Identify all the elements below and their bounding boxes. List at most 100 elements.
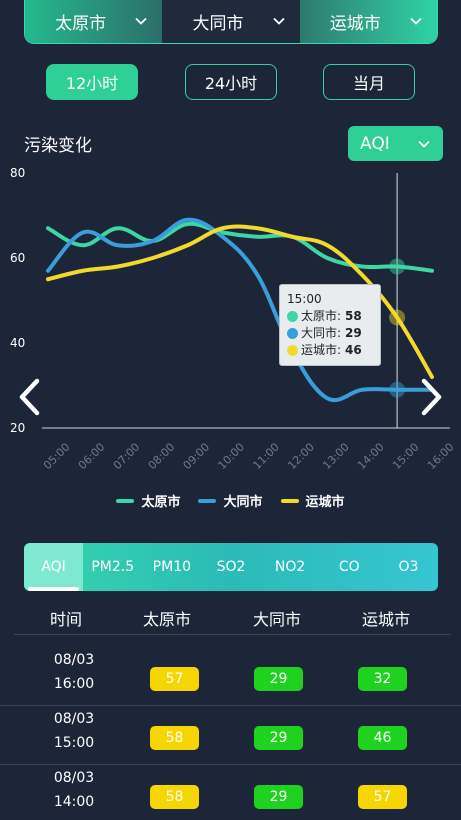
tooltip-row: 太原市: 58 [287, 308, 373, 325]
tooltip-series-name: 太原市: [301, 309, 342, 323]
tab-o3[interactable]: O3 [398, 559, 419, 575]
row-time: 08/03 16:00 [42, 648, 106, 696]
x-tick-label: 11:00 [250, 441, 282, 473]
legend-item[interactable]: 运城市 [280, 491, 345, 510]
x-tick-label: 12:00 [285, 441, 317, 473]
tooltip-value: 58 [345, 309, 362, 323]
y-tick-label: 80 [10, 166, 25, 180]
legend-label: 大同市 [223, 495, 263, 510]
legend-swatch [280, 498, 299, 503]
header-divider [14, 634, 451, 635]
x-tick-label: 08:00 [146, 441, 178, 473]
x-tick-label: 13:00 [320, 441, 352, 473]
series-dot [287, 311, 298, 322]
range-12h-button[interactable]: 12小时 [46, 64, 138, 100]
column-header-time: 时间 [50, 610, 83, 629]
tab-pm25[interactable]: PM2.5 [91, 559, 135, 575]
chart-legend: 太原市 大同市 运城市 [0, 491, 461, 510]
y-tick-label: 40 [10, 336, 25, 350]
tab-pm10[interactable]: PM10 [152, 559, 192, 575]
pollutant-tabs: AQI PM2.5 PM10 SO2 NO2 CO O3 [24, 543, 438, 591]
legend-label: 太原市 [141, 495, 181, 510]
column-header-yuncheng: 运城市 [362, 610, 411, 629]
chevron-down-icon [135, 17, 147, 25]
legend-label: 运城市 [305, 495, 345, 510]
aqi-badge: 29 [254, 726, 303, 750]
tooltip-row: 运城市: 46 [287, 342, 373, 359]
cursor-point [389, 309, 406, 326]
city-label: 大同市 [192, 14, 244, 34]
series-line-3 [46, 224, 434, 379]
series-line-2 [46, 217, 434, 403]
row-hour: 16:00 [53, 676, 95, 692]
chart-tooltip: 15:00 太原市: 58 大同市: 29 运城市: 46 [279, 284, 381, 366]
legend-item[interactable]: 太原市 [116, 491, 180, 510]
city-select-taiyuan[interactable]: 太原市 [25, 0, 163, 43]
row-hour: 15:00 [53, 735, 95, 751]
section-title: 污染变化 [24, 136, 92, 156]
row-date: 08/03 [53, 770, 95, 786]
x-tick-label: 09:00 [181, 441, 213, 473]
x-tick-label: 07:00 [111, 441, 143, 473]
y-tick-label: 60 [10, 251, 25, 265]
chevron-down-icon [410, 17, 422, 25]
chevron-right-icon[interactable] [419, 378, 445, 416]
range-24h-button[interactable]: 24小时 [185, 64, 277, 100]
row-date: 08/03 [53, 711, 95, 727]
x-tick-label: 16:00 [425, 441, 457, 473]
legend-item[interactable]: 大同市 [198, 491, 263, 510]
aqi-badge: 32 [358, 667, 407, 691]
chevron-left-icon[interactable] [16, 378, 42, 416]
city-selector: 太原市 大同市 运城市 [24, 0, 438, 44]
tooltip-series-name: 大同市: [301, 326, 342, 340]
aqi-badge: 57 [358, 785, 407, 809]
table-row: 08/03 14:00 58 29 57 [0, 766, 461, 820]
range-month-button[interactable]: 当月 [323, 64, 415, 100]
aqi-badge: 57 [150, 667, 199, 691]
city-select-datong[interactable]: 大同市 [162, 0, 300, 43]
x-tick-label: 05:00 [41, 441, 73, 473]
pollution-chart[interactable]: 80 60 40 20 05:00 06:00 07:00 08:00 09:00 10:00 11… [0, 160, 461, 536]
table-row: 08/03 15:00 58 29 46 [0, 707, 461, 765]
cursor-point [389, 381, 406, 398]
aqi-badge: 58 [150, 785, 199, 809]
city-select-yuncheng[interactable]: 运城市 [299, 0, 437, 43]
aqi-badge: 29 [254, 785, 303, 809]
series-dot [287, 328, 298, 339]
x-tick-label: 14:00 [355, 441, 387, 473]
tooltip-row: 大同市: 29 [287, 325, 373, 342]
city-label: 运城市 [329, 14, 381, 34]
tab-co[interactable]: CO [338, 559, 360, 575]
tooltip-value: 29 [345, 326, 362, 340]
x-tick-label: 06:00 [76, 441, 108, 473]
indicator-select[interactable]: AQI [348, 126, 443, 161]
row-hour: 14:00 [53, 794, 95, 810]
row-time: 08/03 14:00 [42, 766, 106, 814]
cursor-point [389, 258, 406, 275]
tab-no2[interactable]: NO2 [274, 559, 306, 575]
row-time: 08/03 15:00 [42, 707, 106, 755]
legend-swatch [198, 498, 217, 503]
series-line-1 [46, 221, 434, 273]
row-date: 08/03 [53, 652, 95, 668]
y-tick-label: 20 [10, 421, 25, 435]
column-header-taiyuan: 太原市 [143, 610, 192, 629]
table-header: 时间 太原市 大同市 运城市 [0, 598, 461, 634]
series-dot [287, 345, 298, 356]
column-header-datong: 大同市 [253, 610, 302, 629]
x-tick-label: 15:00 [390, 441, 422, 473]
aqi-badge: 29 [254, 667, 303, 691]
tab-so2[interactable]: SO2 [216, 559, 246, 575]
chevron-down-icon [418, 140, 430, 148]
chevron-down-icon [273, 17, 285, 25]
table-row: 08/03 16:00 57 29 32 [0, 648, 461, 706]
tooltip-time: 15:00 [287, 292, 322, 306]
legend-swatch [116, 498, 135, 503]
tooltip-value: 46 [345, 343, 362, 357]
aqi-badge: 46 [358, 726, 407, 750]
tooltip-series-name: 运城市: [301, 343, 342, 357]
line-chart: 80 60 40 20 05:00 06:00 07:00 08:00 09:00 10:00 11… [10, 166, 457, 473]
tab-aqi[interactable]: AQI [24, 543, 84, 591]
x-tick-label: 10:00 [215, 441, 247, 473]
